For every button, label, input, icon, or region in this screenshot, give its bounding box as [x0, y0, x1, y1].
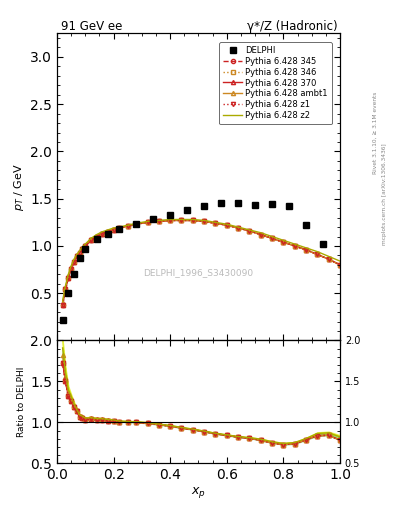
DELPHI [185, 207, 189, 213]
DELPHI [72, 271, 76, 278]
DELPHI [270, 201, 274, 207]
DELPHI [83, 246, 88, 252]
DELPHI [77, 255, 82, 261]
Text: γ*/Z (Hadronic): γ*/Z (Hadronic) [247, 20, 338, 33]
Text: 91 GeV ee: 91 GeV ee [61, 20, 122, 33]
Text: Rivet 3.1.10, ≥ 3.1M events: Rivet 3.1.10, ≥ 3.1M events [373, 92, 378, 174]
DELPHI [321, 241, 325, 247]
Y-axis label: $p_T$ / GeV: $p_T$ / GeV [12, 163, 26, 211]
DELPHI [253, 202, 257, 208]
DELPHI [60, 316, 65, 323]
DELPHI [106, 230, 110, 237]
Legend: DELPHI, Pythia 6.428 345, Pythia 6.428 346, Pythia 6.428 370, Pythia 6.428 ambt1: DELPHI, Pythia 6.428 345, Pythia 6.428 3… [219, 42, 332, 124]
DELPHI [304, 222, 309, 228]
Text: DELPHI_1996_S3430090: DELPHI_1996_S3430090 [143, 268, 253, 278]
DELPHI [168, 211, 173, 218]
DELPHI [286, 203, 291, 209]
DELPHI [202, 203, 206, 209]
DELPHI [117, 226, 121, 232]
Text: mcplots.cern.ch [arXiv:1306.3436]: mcplots.cern.ch [arXiv:1306.3436] [382, 144, 387, 245]
DELPHI [66, 290, 71, 296]
Y-axis label: Ratio to DELPHI: Ratio to DELPHI [17, 367, 26, 437]
DELPHI [151, 217, 156, 223]
DELPHI [219, 200, 224, 206]
DELPHI [94, 236, 99, 242]
DELPHI [134, 221, 139, 227]
Line: DELPHI: DELPHI [59, 200, 326, 323]
X-axis label: $x_p$: $x_p$ [191, 485, 206, 500]
DELPHI [236, 200, 241, 206]
